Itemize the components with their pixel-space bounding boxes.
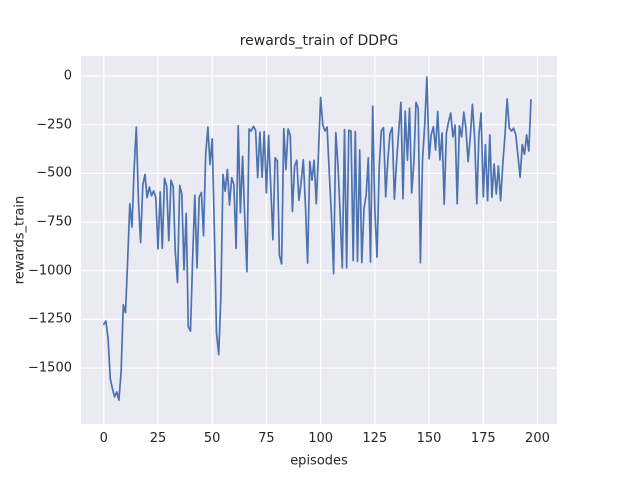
plot-title: rewards_train of DDPG	[239, 33, 399, 49]
x-axis-label: episodes	[290, 453, 348, 469]
x-tick-label: 50	[203, 431, 221, 446]
x-tick-label: 0	[99, 431, 108, 446]
y-tick-label: −250	[36, 117, 72, 133]
y-axis-label: rewards_train	[12, 195, 28, 285]
axes-background	[81, 56, 557, 424]
y-tick-label: 0	[63, 68, 72, 84]
x-tick-label: 200	[525, 431, 550, 446]
y-tick-label: −1000	[28, 263, 72, 279]
x-tick-label: 100	[308, 431, 334, 446]
x-tick-label: 125	[362, 431, 388, 446]
reward-line	[102, 76, 532, 402]
y-tick-label: −750	[36, 214, 72, 230]
y-tick-label: −500	[36, 165, 72, 181]
x-tick-label: 75	[258, 431, 275, 446]
x-tick-label: 175	[470, 431, 496, 446]
x-tick-label: 150	[416, 431, 442, 446]
x-tick-label: 25	[149, 431, 167, 446]
y-tick-label: −1500	[28, 360, 72, 376]
y-tick-label: −1250	[28, 311, 72, 327]
